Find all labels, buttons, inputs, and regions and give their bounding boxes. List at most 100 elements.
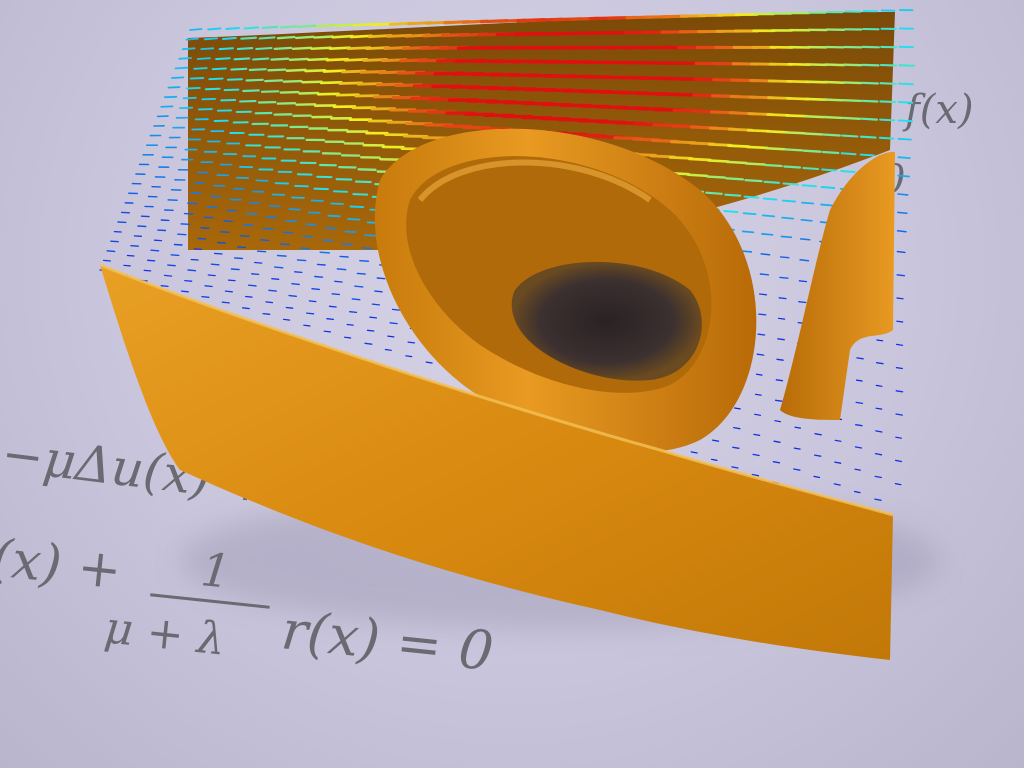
field-arrow <box>897 137 912 141</box>
field-arrow <box>369 316 378 319</box>
field-arrow <box>755 373 763 376</box>
field-arrow <box>268 205 281 208</box>
field-arrow <box>834 461 842 464</box>
field-arrow <box>102 259 111 262</box>
field-arrow <box>354 180 372 184</box>
field-arrow <box>823 98 844 102</box>
field-arrow <box>352 22 375 27</box>
field-arrow <box>764 163 783 168</box>
field-arrow <box>264 79 284 83</box>
field-arrow <box>307 57 329 62</box>
field-arrow <box>204 285 213 288</box>
field-arrow <box>777 338 785 341</box>
field-arrow <box>322 239 334 242</box>
central-ring <box>374 128 757 452</box>
field-arrow <box>339 255 349 258</box>
field-arrow <box>331 293 341 296</box>
field-arrow <box>793 447 801 450</box>
field-arrow <box>299 247 311 250</box>
field-arrow <box>182 96 197 100</box>
field-arrow <box>236 47 254 51</box>
field-arrow <box>740 250 753 253</box>
field-arrow <box>288 57 309 61</box>
field-arrow <box>802 166 820 171</box>
field-arrow <box>262 312 271 315</box>
field-arrow <box>754 393 762 396</box>
field-arrow <box>798 280 808 283</box>
field-arrow <box>758 293 768 296</box>
field-arrow <box>690 451 698 454</box>
ring-hole <box>511 261 702 381</box>
field-arrow <box>840 170 856 173</box>
field-arrow <box>330 202 344 205</box>
field-arrow <box>236 246 247 249</box>
field-arrow <box>384 348 392 351</box>
field-arrow <box>874 498 882 501</box>
field-arrow <box>252 57 270 61</box>
field-arrow <box>180 223 191 226</box>
field-arrow <box>282 79 303 83</box>
field-arrow <box>274 266 284 269</box>
field-arrow <box>760 253 771 256</box>
field-arrow <box>875 430 883 433</box>
field-arrow <box>279 243 290 246</box>
field-arrow <box>897 193 909 196</box>
field-arrow <box>187 269 197 272</box>
equation-f-of-x: f(x) <box>902 87 974 133</box>
field-arrow <box>874 475 882 479</box>
field-arrow <box>822 133 841 137</box>
field-arrow <box>753 433 761 436</box>
field-arrow <box>173 243 183 246</box>
field-arrow <box>190 258 199 261</box>
field-arrow <box>239 99 257 103</box>
field-arrow <box>842 81 863 85</box>
fraction-denominator: μ + λ <box>102 602 228 665</box>
field-arrow <box>322 69 346 73</box>
field-arrow <box>254 261 263 264</box>
field-arrow <box>898 82 914 86</box>
field-arrow <box>245 295 253 298</box>
field-arrow <box>311 288 320 291</box>
field-arrow <box>802 149 822 153</box>
field-arrow <box>854 468 862 471</box>
field-arrow <box>793 468 801 471</box>
field-arrow <box>733 426 741 430</box>
field-arrow <box>279 25 298 29</box>
fraction-numerator: 1 <box>198 542 233 599</box>
field-arrow <box>160 285 169 288</box>
field-arrow <box>344 230 357 233</box>
field-arrow <box>758 313 767 316</box>
field-arrow <box>233 57 251 61</box>
fraction-bar <box>150 593 270 609</box>
field-arrow <box>879 100 897 104</box>
field-arrow <box>764 146 787 151</box>
field-arrow <box>346 323 354 326</box>
field-arrow <box>687 157 712 162</box>
field-arrow <box>243 223 254 226</box>
field-arrow <box>316 263 326 266</box>
field-arrow <box>224 290 233 293</box>
field-arrow <box>854 446 863 449</box>
field-arrow <box>875 362 884 365</box>
field-arrow <box>742 212 757 216</box>
field-arrow <box>201 295 210 298</box>
field-arrow <box>326 318 334 321</box>
field-arrow <box>853 490 861 494</box>
field-arrow <box>170 254 180 257</box>
field-arrow <box>291 46 313 50</box>
field-arrow <box>126 254 135 257</box>
field-arrow <box>352 193 369 196</box>
field-arrow <box>405 355 413 358</box>
front-surface-edge <box>99 263 894 517</box>
field-arrow <box>218 47 234 51</box>
ring-highlight <box>417 159 652 203</box>
field-arrow <box>743 195 759 199</box>
field-arrow <box>407 341 416 344</box>
field-arrow <box>897 174 910 178</box>
field-arrow <box>875 407 883 410</box>
field-arrow <box>251 273 260 276</box>
field-arrow <box>285 219 298 222</box>
field-arrow <box>316 92 340 96</box>
field-arrow <box>757 333 766 336</box>
field-arrow <box>824 63 846 67</box>
